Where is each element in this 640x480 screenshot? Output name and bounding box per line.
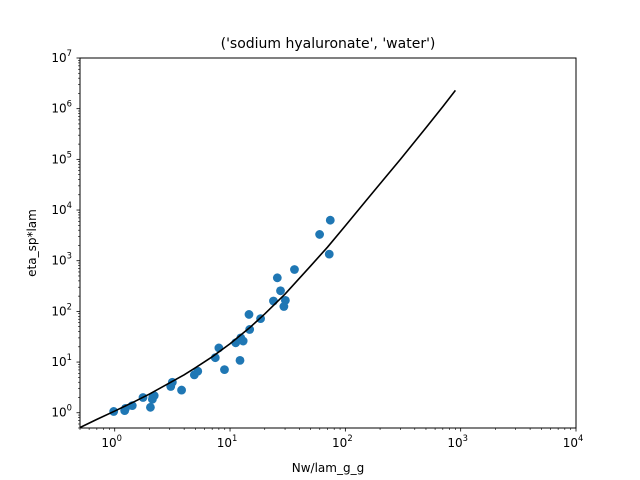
y-tick-label: 106 xyxy=(51,99,72,116)
data-point xyxy=(235,355,245,365)
chart-title: ('sodium hyaluronate', 'water') xyxy=(221,36,436,52)
data-point xyxy=(193,366,203,376)
y-tick-label: 101 xyxy=(51,352,72,369)
data-point xyxy=(244,310,254,319)
y-tick-label: 104 xyxy=(51,200,72,217)
y-tick-label: 103 xyxy=(51,251,72,268)
data-point xyxy=(324,249,334,259)
x-tick-label: 103 xyxy=(447,433,468,450)
data-point xyxy=(220,365,229,374)
x-tick-label: 101 xyxy=(217,433,238,450)
y-axis-label: eta_sp*lam xyxy=(25,209,39,277)
data-point xyxy=(276,286,285,296)
x-tick-label: 104 xyxy=(563,433,584,450)
data-point xyxy=(315,230,325,239)
data-point xyxy=(325,215,335,225)
data-point xyxy=(238,336,248,346)
fit-curve xyxy=(80,89,457,428)
y-tick-label: 102 xyxy=(51,301,72,318)
plot-frame xyxy=(79,57,577,429)
data-point xyxy=(272,273,282,283)
y-tick-label: 100 xyxy=(51,403,72,420)
data-point xyxy=(177,385,186,395)
x-axis-label: Nw/lam_g_g xyxy=(292,461,364,475)
y-tick-label: 107 xyxy=(51,48,72,65)
x-tick-label: 100 xyxy=(101,433,122,450)
data-point xyxy=(245,325,255,334)
data-point xyxy=(146,402,155,412)
data-point xyxy=(280,295,290,305)
data-marks xyxy=(80,89,457,428)
data-point xyxy=(269,296,278,306)
y-tick-label: 105 xyxy=(51,149,72,166)
data-point xyxy=(290,265,299,274)
x-tick-label: 102 xyxy=(332,433,353,450)
